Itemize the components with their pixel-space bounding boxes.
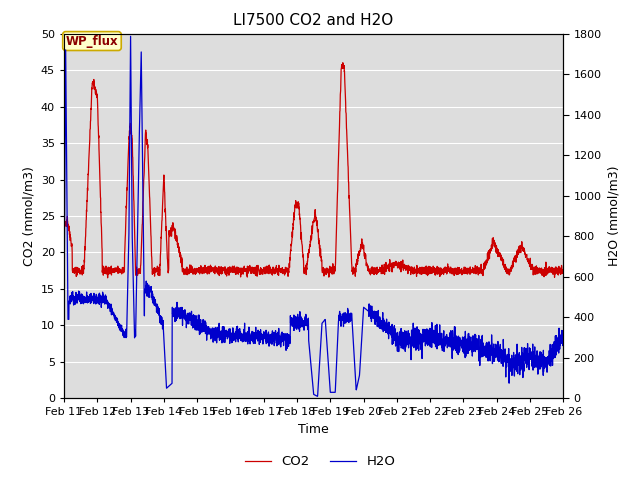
X-axis label: Time: Time bbox=[298, 423, 329, 436]
H2O bbox=[147, 288, 155, 294]
CO2 bbox=[117, 269, 125, 275]
Legend: CO2, H2O: CO2, H2O bbox=[239, 450, 401, 473]
CO2 bbox=[339, 60, 346, 66]
H2O bbox=[273, 342, 281, 348]
CO2 bbox=[104, 275, 111, 281]
Y-axis label: H2O (mmol/m3): H2O (mmol/m3) bbox=[607, 166, 620, 266]
H2O bbox=[117, 328, 125, 334]
CO2 bbox=[60, 223, 68, 229]
CO2 bbox=[273, 268, 281, 274]
H2O bbox=[252, 327, 259, 333]
H2O bbox=[127, 34, 134, 39]
H2O bbox=[550, 355, 557, 361]
Line: H2O: H2O bbox=[64, 36, 563, 396]
CO2 bbox=[559, 268, 567, 274]
Title: LI7500 CO2 and H2O: LI7500 CO2 and H2O bbox=[234, 13, 394, 28]
Y-axis label: CO2 (mmol/m3): CO2 (mmol/m3) bbox=[22, 166, 35, 266]
Text: WP_flux: WP_flux bbox=[66, 35, 118, 48]
Line: CO2: CO2 bbox=[64, 63, 563, 278]
H2O bbox=[314, 394, 321, 399]
H2O bbox=[60, 316, 68, 322]
CO2 bbox=[550, 266, 557, 272]
H2O bbox=[559, 339, 567, 345]
CO2 bbox=[147, 225, 155, 230]
CO2 bbox=[496, 250, 504, 256]
H2O bbox=[496, 351, 504, 357]
CO2 bbox=[252, 273, 259, 278]
